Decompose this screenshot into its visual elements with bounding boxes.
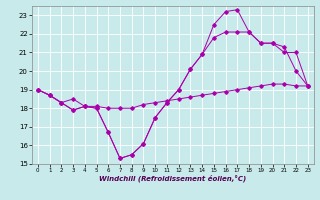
X-axis label: Windchill (Refroidissement éolien,°C): Windchill (Refroidissement éolien,°C) <box>99 175 246 182</box>
